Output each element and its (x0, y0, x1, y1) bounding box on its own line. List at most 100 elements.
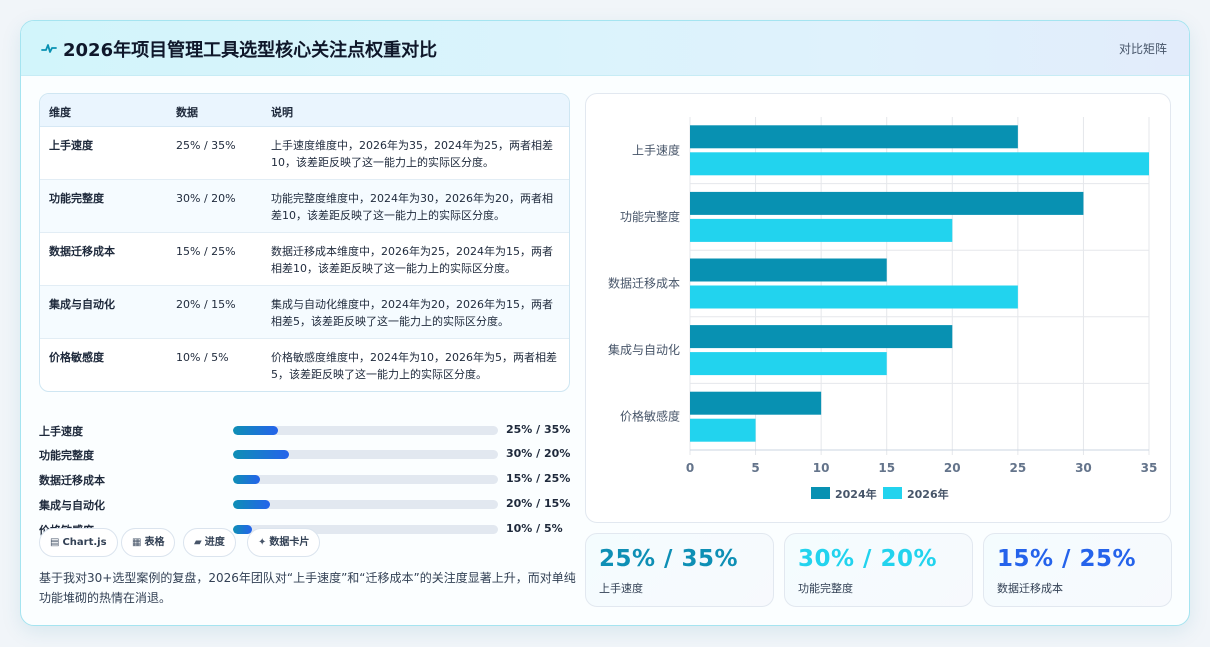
progress-track (233, 500, 498, 509)
row-desc: 数据迁移成本维度中，2026年为25，2024年为15，两者相差10，该差距反映… (271, 245, 553, 275)
stat-value: 15% / 25% (997, 546, 1137, 572)
table-row: 上手速度 25% / 35% 上手速度维度中，2026年为35，2024年为25… (40, 127, 569, 180)
chip-label: Chart.js (62, 537, 107, 548)
column-header-desc: 说明 (271, 106, 293, 119)
stat-card: 30% / 20% 功能完整度 (784, 533, 973, 607)
progress-fill (233, 475, 260, 484)
chip-label: 数据卡片 (269, 537, 310, 548)
row-dimension: 价格敏感度 (49, 351, 104, 364)
x-tick-label: 5 (751, 461, 759, 475)
row-dimension: 集成与自动化 (49, 298, 115, 311)
progress-value: 15% / 25% (506, 472, 571, 485)
bar-2024年 (690, 325, 953, 349)
row-data: 15% / 25% (176, 245, 236, 258)
progress-row: 上手速度 25% / 35% (39, 421, 570, 441)
progress-track (233, 475, 498, 484)
row-data: 10% / 5% (176, 351, 229, 364)
progress-label: 数据迁移成本 (39, 474, 105, 487)
x-tick-label: 10 (813, 461, 830, 475)
table-row: 功能完整度 30% / 20% 功能完整度维度中，2024年为30，2026年为… (40, 180, 569, 233)
x-tick-label: 15 (878, 461, 895, 475)
bar-2024年 (690, 391, 822, 415)
row-data: 20% / 15% (176, 298, 236, 311)
stat-value: 25% / 35% (599, 546, 739, 572)
x-tick-label: 20 (944, 461, 961, 475)
bar-2026年 (690, 418, 756, 442)
bar-2026年 (690, 352, 887, 376)
page-header: 2026年项目管理工具选型核心关注点权重对比 对比矩阵 (21, 21, 1189, 76)
x-tick-label: 0 (686, 461, 694, 475)
bar-chart-panel: 0 5 10 15 20 25 30 35 上手速度功能完整度数据迁移成本 集成与自动化价格敏感度… (585, 93, 1171, 523)
bar-2026年 (690, 218, 953, 242)
x-tick-label: 30 (1075, 461, 1092, 475)
row-data: 25% / 35% (176, 139, 236, 152)
stat-value: 30% / 20% (798, 546, 938, 572)
y-tick-label: 功能完整度 (620, 209, 680, 224)
x-tick-label: 35 (1141, 461, 1158, 475)
column-header-data: 数据 (176, 106, 198, 119)
bar-2026年 (690, 152, 1149, 176)
stat-card: 25% / 35% 上手速度 (585, 533, 774, 607)
chip-table[interactable]: ▦ 表格 (121, 528, 176, 557)
progress-label: 功能完整度 (39, 449, 94, 462)
progress-row: 集成与自动化 20% / 15% (39, 495, 570, 515)
progress-track (233, 426, 498, 435)
stat-label: 数据迁移成本 (997, 582, 1063, 595)
row-desc: 上手速度维度中，2026年为35，2024年为25，两者相差10，该差距反映了这… (271, 139, 553, 169)
legend-label: 2024年 (835, 487, 877, 501)
legend-swatch (883, 487, 902, 499)
comparison-table: 维度 数据 说明 上手速度 25% / 35% 上手速度维度中，2026年为35… (39, 93, 570, 392)
main-card: 2026年项目管理工具选型核心关注点权重对比 对比矩阵 维度 数据 说明 上手速… (20, 20, 1190, 626)
stat-card: 15% / 25% 数据迁移成本 (983, 533, 1172, 607)
progress-row: 数据迁移成本 15% / 25% (39, 470, 570, 490)
progress-value: 10% / 5% (506, 522, 563, 535)
chip-chartjs[interactable]: ▤ Chart.js (39, 528, 118, 557)
progress-fill (233, 426, 279, 435)
bar-chart: 0 5 10 15 20 25 30 35 上手速度功能完整度数据迁移成本集成与自动化价格敏感度… (608, 117, 1158, 501)
table-row: 数据迁移成本 15% / 25% 数据迁移成本维度中，2026年为25，2024… (40, 233, 569, 286)
progress-icon: ▰ (194, 537, 202, 548)
summary-note: 基于我对30+选型案例的复盘，2026年团队对“上手速度”和“迁移成本”的关注度… (39, 571, 576, 605)
row-desc: 功能完整度维度中，2024年为30，2026年为20，两者相差10，该差距反映了… (271, 192, 553, 222)
row-dimension: 数据迁移成本 (49, 245, 115, 258)
chip-progress[interactable]: ▰ 进度 (183, 528, 236, 557)
bar-2024年 (690, 258, 887, 282)
matrix-tag[interactable]: 对比矩阵 (1118, 42, 1167, 56)
legend-label: 2026年 (907, 487, 949, 501)
stat-label: 功能完整度 (798, 582, 853, 595)
x-tick-label: 25 (1010, 461, 1027, 475)
row-dimension: 功能完整度 (49, 192, 104, 205)
bar-2024年 (690, 191, 1084, 215)
bar-2026年 (690, 285, 1018, 309)
progress-label: 上手速度 (39, 425, 83, 438)
progress-fill (233, 525, 252, 534)
progress-track (233, 525, 498, 534)
table-icon: ▦ (132, 537, 142, 548)
row-data: 30% / 20% (176, 192, 236, 205)
chip-label: 表格 (144, 537, 165, 548)
stat-label: 上手速度 (599, 582, 643, 595)
progress-value: 20% / 15% (506, 497, 571, 510)
progress-track (233, 450, 498, 459)
y-tick-label: 数据迁移成本 (608, 276, 680, 291)
column-header-dimension: 维度 (49, 106, 71, 119)
row-desc: 集成与自动化维度中，2024年为20，2026年为15，两者相差5，该差距反映了… (271, 298, 553, 328)
progress-label: 集成与自动化 (39, 499, 105, 512)
progress-list: 上手速度 25% / 35% 功能完整度 30% / 20% 数据迁移成本 15… (39, 403, 571, 537)
sparkle-icon: ✦ (258, 537, 267, 548)
table-header: 维度 数据 说明 (40, 94, 569, 127)
progress-fill (233, 450, 289, 459)
progress-value: 25% / 35% (506, 423, 571, 436)
page-title: 2026年项目管理工具选型核心关注点权重对比 (63, 40, 438, 61)
chip-data-card[interactable]: ✦ 数据卡片 (247, 528, 321, 557)
y-tick-label: 价格敏感度 (620, 409, 680, 424)
y-tick-label: 集成与自动化 (608, 342, 680, 357)
progress-fill (233, 500, 271, 509)
legend-swatch (811, 487, 830, 499)
row-desc: 价格敏感度维度中，2024年为10，2026年为5，两者相差5，该差距反映了这一… (271, 351, 557, 381)
y-tick-label: 上手速度 (632, 142, 680, 157)
pulse-icon (41, 44, 57, 53)
progress-value: 30% / 20% (506, 447, 571, 460)
table-row: 集成与自动化 20% / 15% 集成与自动化维度中，2024年为20，2026… (40, 286, 569, 339)
row-dimension: 上手速度 (49, 139, 93, 152)
